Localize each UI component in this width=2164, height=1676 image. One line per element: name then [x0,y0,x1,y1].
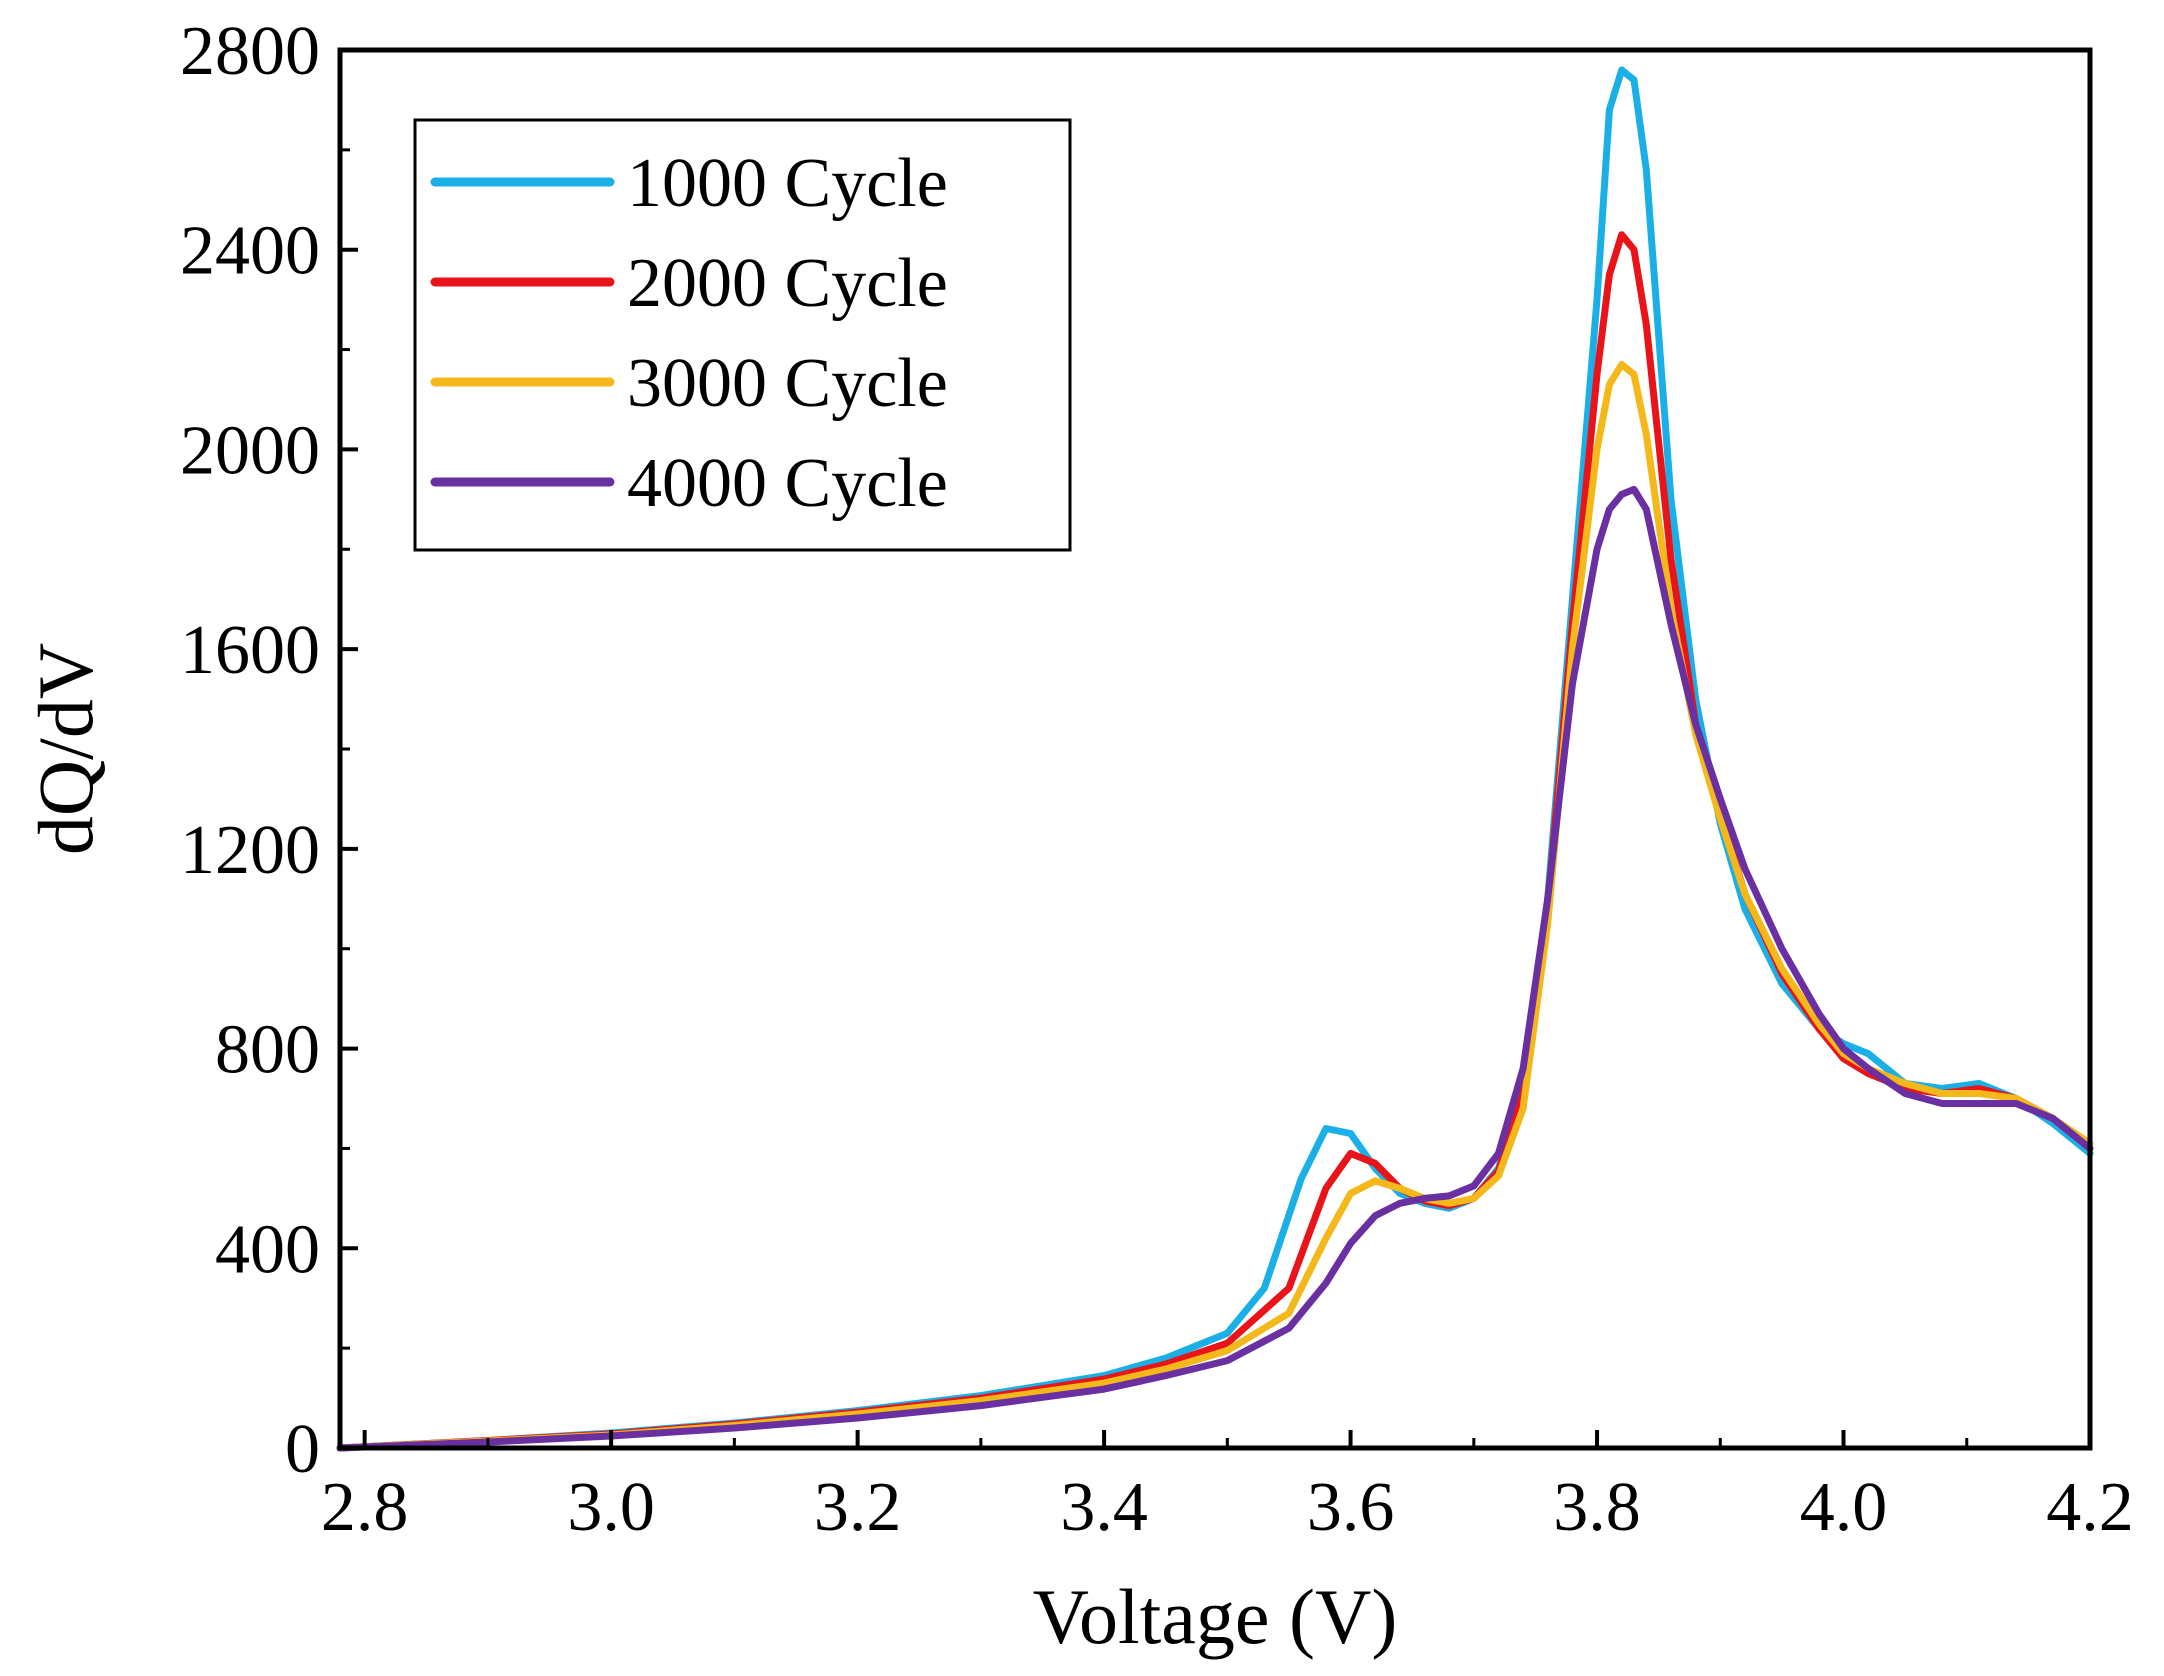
y-tick-label: 400 [215,1211,320,1288]
y-tick-label: 2800 [180,13,320,90]
x-tick-label: 2.8 [321,1469,409,1546]
plot-frame [337,47,2093,1451]
y-tick-label: 2000 [180,412,320,489]
legend-label: 4000 Cycle [627,445,948,522]
x-tick-label: 3.2 [814,1469,902,1546]
x-tick-label: 4.2 [2046,1469,2134,1546]
series-line-4 [336,485,2094,1452]
x-tick-label: 3.8 [1553,1469,1641,1546]
legend-label: 1000 Cycle [627,145,948,222]
plot-area [336,66,2094,1452]
y-tick-label: 800 [215,1012,320,1089]
legend: 1000 Cycle 2000 Cycle 3000 Cycle 4000 Cycle [413,118,1072,552]
legend-label: 3000 Cycle [627,345,948,422]
y-tick-label: 1200 [180,812,320,889]
y-axis: 0 400 800 1200 1600 2000 2400 2800 [180,13,358,1488]
y-axis-title: dQ/dV [22,643,109,855]
x-tick-label: 3.6 [1307,1469,1395,1546]
x-tick-label: 3.0 [567,1469,655,1546]
x-tick-label: 4.0 [1800,1469,1888,1546]
y-tick-label: 2400 [180,213,320,290]
y-tick-label: 0 [285,1411,320,1488]
legend-label: 2000 Cycle [627,245,948,322]
y-tick-label: 1600 [180,612,320,689]
x-axis-title: Voltage (V) [1033,1573,1398,1660]
x-tick-label: 3.4 [1060,1469,1148,1546]
x-axis: 2.8 3.0 3.2 3.4 3.6 3.8 4.0 4.2 [321,1430,2134,1546]
